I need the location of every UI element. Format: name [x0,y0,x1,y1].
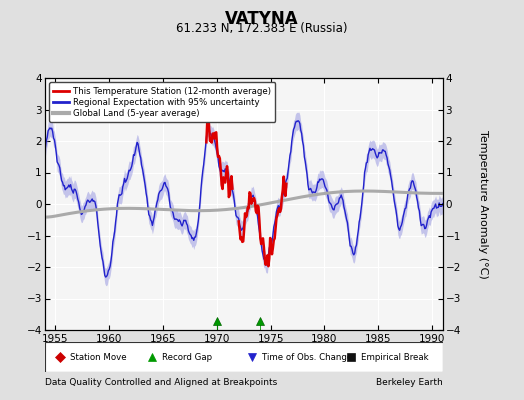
Text: Record Gap: Record Gap [162,352,212,362]
Y-axis label: Temperature Anomaly (°C): Temperature Anomaly (°C) [477,130,488,278]
Text: Data Quality Controlled and Aligned at Breakpoints: Data Quality Controlled and Aligned at B… [45,378,277,387]
Text: 61.233 N, 172.383 E (Russia): 61.233 N, 172.383 E (Russia) [176,22,348,35]
FancyBboxPatch shape [45,342,443,372]
Text: Station Move: Station Move [70,352,127,362]
Text: VATYNA: VATYNA [225,10,299,28]
Legend: This Temperature Station (12-month average), Regional Expectation with 95% uncer: This Temperature Station (12-month avera… [49,82,275,122]
Text: Berkeley Earth: Berkeley Earth [376,378,443,387]
Text: Time of Obs. Change: Time of Obs. Change [261,352,352,362]
Text: Empirical Break: Empirical Break [361,352,429,362]
